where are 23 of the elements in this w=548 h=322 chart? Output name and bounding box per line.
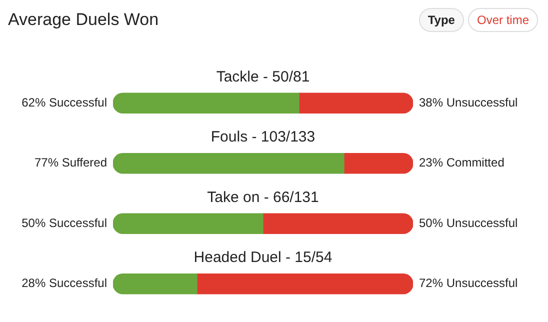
bar (113, 153, 344, 174)
data-label: 38% Unsuccessful (419, 95, 518, 110)
data-label: 62% Successful (22, 95, 107, 110)
y-tick-label: Take on - 66/131 (207, 188, 319, 206)
text: Over time (468, 8, 538, 32)
y-tick-label: Fouls - 103/133 (210, 128, 316, 146)
data-label: 50% Successful (22, 216, 107, 230)
y-tick-label: Tackle - 50/81 (216, 68, 310, 86)
bar (196, 274, 413, 294)
text: Type (418, 8, 464, 32)
bar (113, 274, 198, 294)
y-tick-label: Headed Duel - 15/54 (194, 249, 332, 266)
data-label: 23% Committed (419, 156, 504, 170)
data-label: 28% Successful (22, 276, 107, 290)
bar (113, 213, 264, 234)
data-label: 50% Unsuccessful (419, 216, 518, 230)
bar (113, 92, 300, 114)
bar (344, 153, 413, 174)
data-label: 77% Suffered (34, 156, 107, 170)
bar (262, 213, 413, 234)
data-label: 72% Unsuccessful (419, 276, 518, 290)
bar (298, 92, 413, 114)
chart-title: Average Duels Won (8, 10, 159, 30)
